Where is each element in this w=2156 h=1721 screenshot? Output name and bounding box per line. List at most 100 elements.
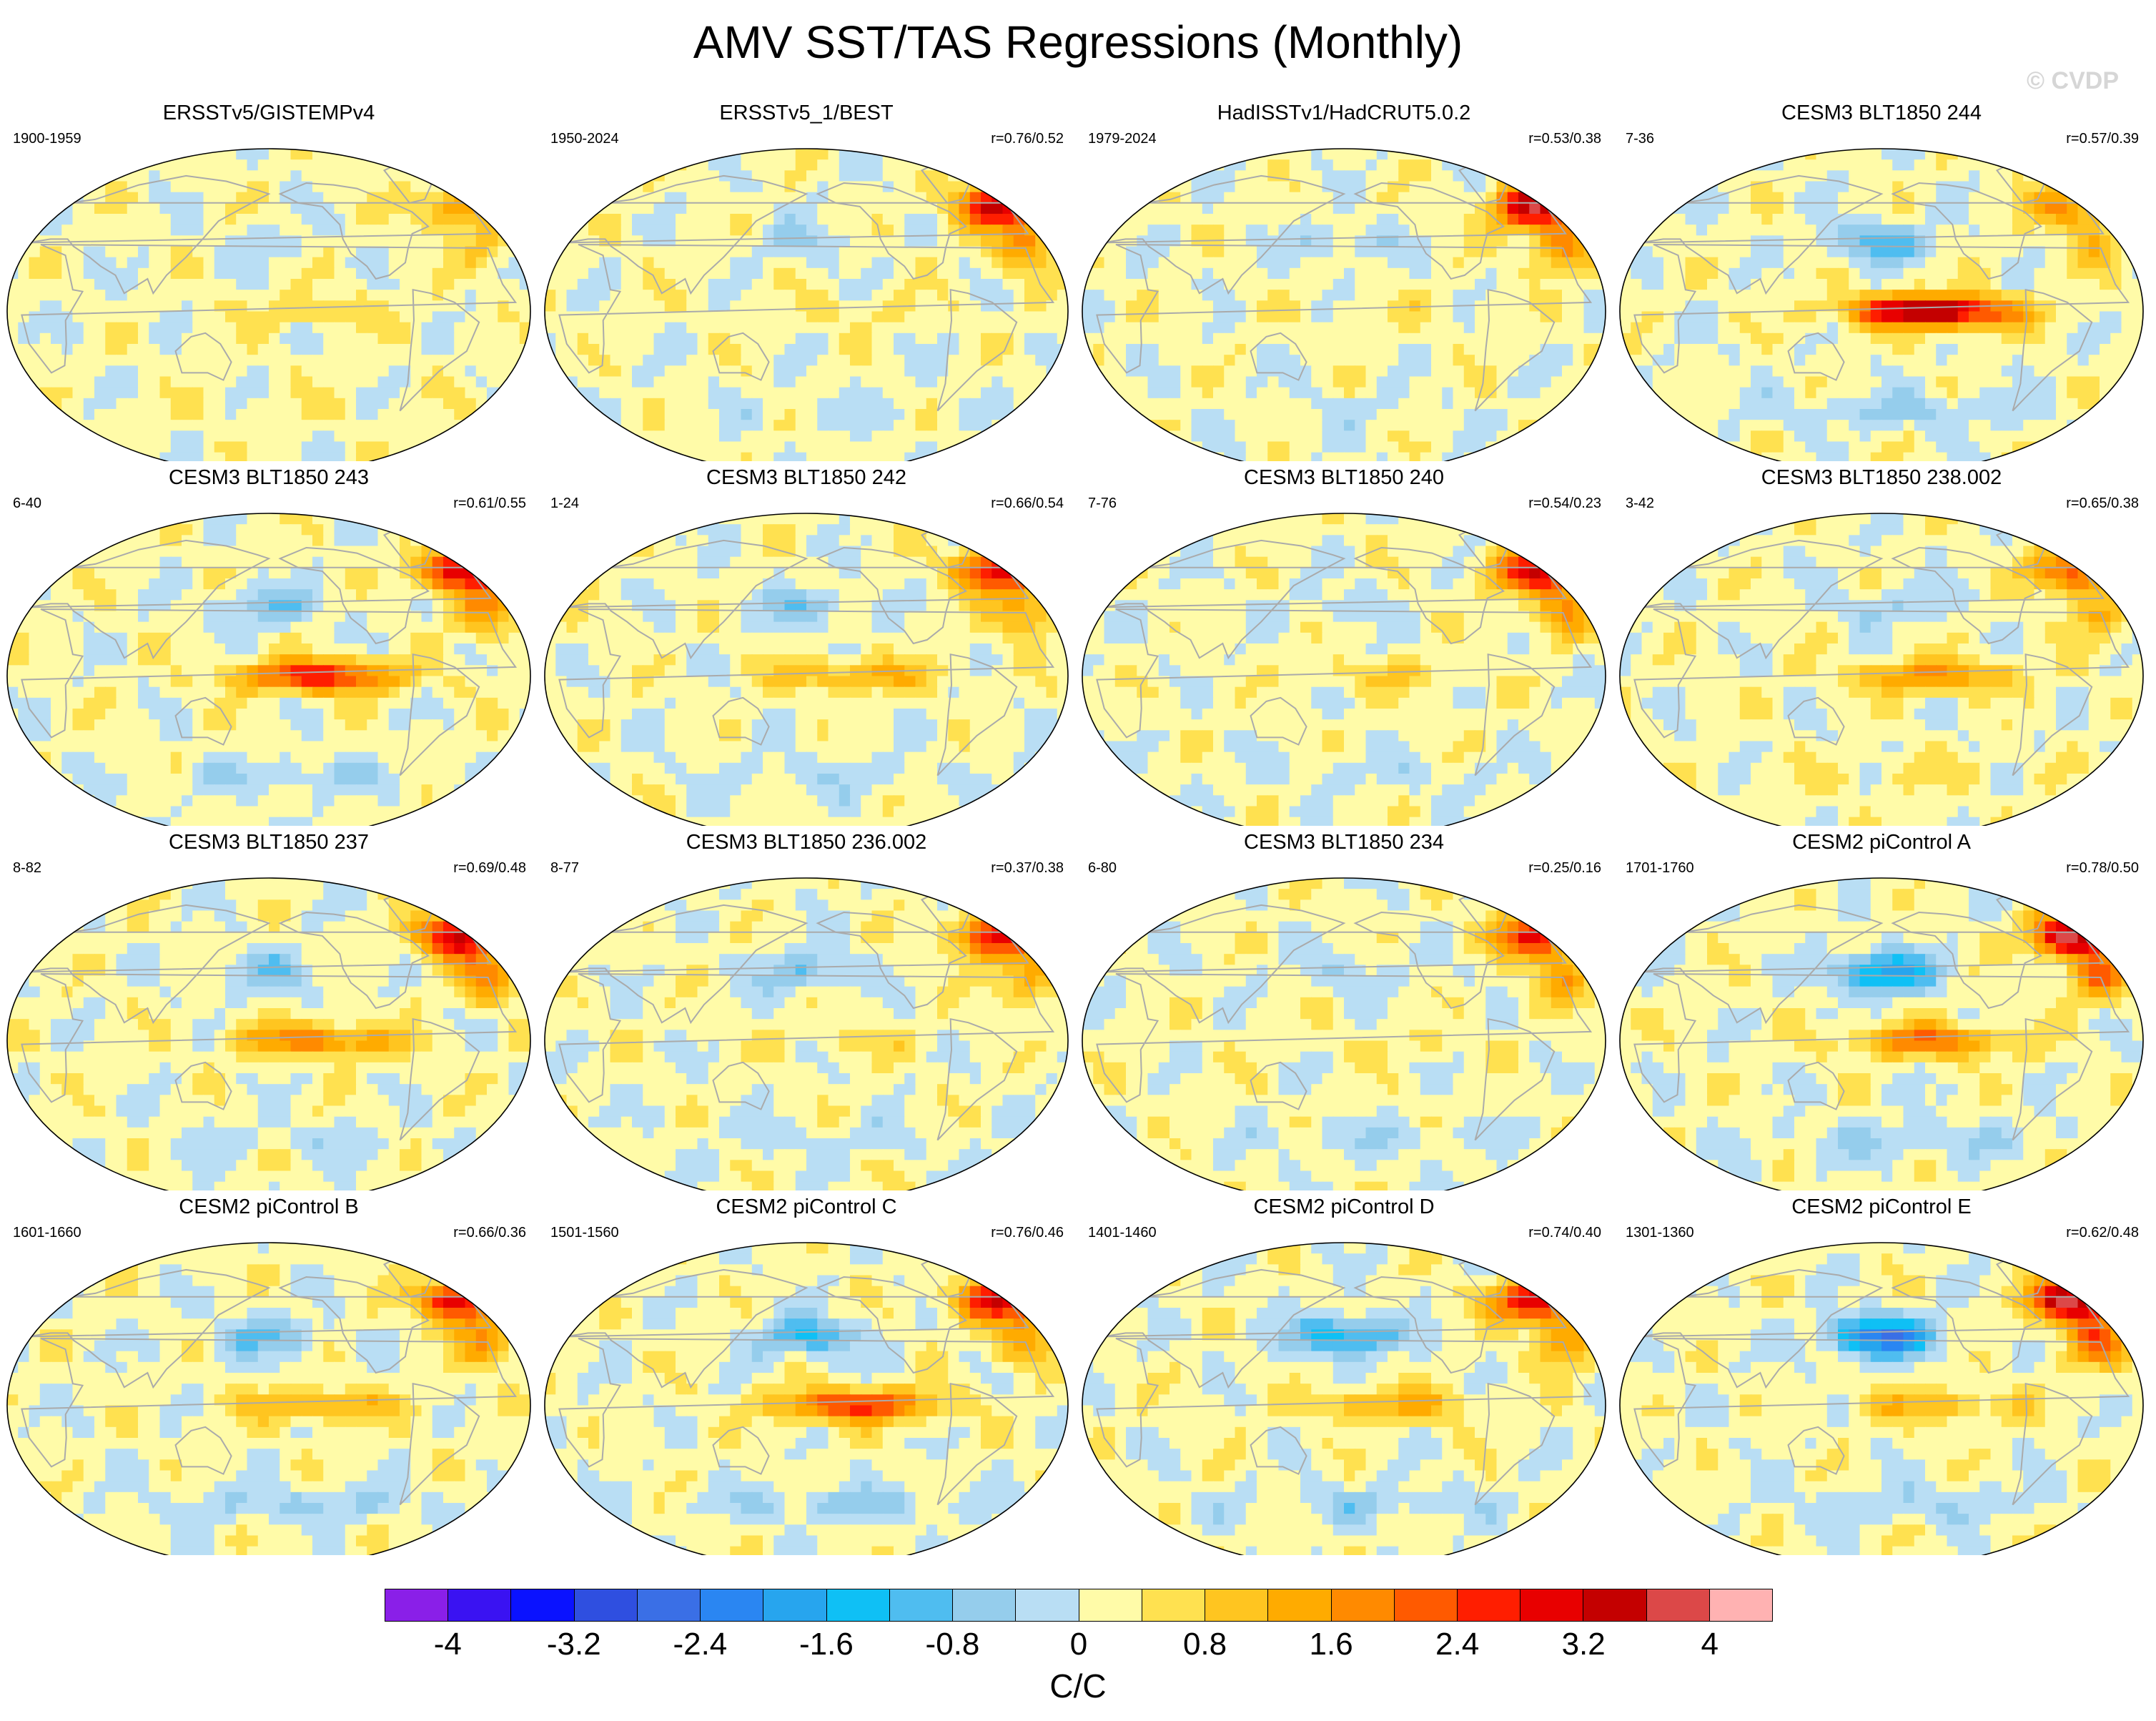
field-cell [29,452,41,461]
field-cell [1267,300,1280,312]
field-cell [686,257,698,269]
field-cell [1463,311,1475,323]
field-cell [1420,267,1432,280]
field-cell [170,420,182,432]
field-cell [719,246,731,258]
field-cell [1278,257,1290,269]
field-cell [269,300,281,312]
field-cell [2132,246,2143,258]
field-cell [1376,300,1388,312]
field-cell [1631,149,1643,160]
field-cell [443,344,455,355]
field-cell [236,322,248,334]
field-cell [2044,246,2057,258]
field-cell [1126,149,1138,160]
field-cell [1573,365,1585,378]
field-cell [1202,355,1214,367]
field-cell [555,257,568,269]
field-cell [1529,441,1541,453]
field-cell [1751,246,1763,258]
field-cell [1696,159,1708,172]
field-cell [2001,192,2013,204]
field-cell [487,311,499,323]
field-cell [1761,149,1774,160]
field-cell [138,365,150,378]
field-cell [599,149,611,160]
field-cell [345,149,357,160]
field-cell [828,235,840,247]
field-cell [377,246,390,258]
field-cell [1355,149,1367,160]
field-cell [138,344,150,355]
field-cell [2034,181,2046,193]
field-cell [1180,181,1192,193]
field-cell [312,355,325,367]
field-cell [377,235,390,247]
field-cell [1147,441,1159,453]
field-cell [1332,246,1345,258]
field-cell [555,398,568,410]
field-cell [555,181,568,193]
field-cell [850,420,862,432]
field-cell [2067,202,2079,214]
field-cell [356,344,368,355]
field-cell [948,332,960,345]
field-cell [1475,181,1487,193]
field-cell [1551,181,1563,193]
field-cell [1485,214,1498,225]
field-cell [992,387,1004,399]
field-cell [138,311,150,323]
field-cell [356,225,368,237]
field-cell [2077,214,2090,225]
field-cell [2044,225,2057,237]
field-cell [159,202,172,214]
field-cell [2012,181,2024,193]
field-cell [686,332,698,345]
field-cell [795,246,807,258]
field-cell [566,441,578,453]
field-cell [1289,452,1301,461]
field-cell [454,332,466,345]
field-cell [29,202,41,214]
field-cell [1344,365,1356,378]
field-cell [1838,279,1850,290]
field-cell [620,170,633,182]
field-cell [1507,409,1519,420]
field-cell [795,322,807,334]
field-cell [1969,192,1981,204]
field-cell [203,322,215,334]
field-cell [1344,398,1356,410]
field-cell [1289,430,1301,443]
field-cell [432,409,444,420]
field-cell [519,430,530,443]
field-cell [367,387,379,399]
field-cell [2088,257,2100,269]
field-cell [39,311,51,323]
field-cell [806,355,819,367]
field-cell [51,181,63,193]
field-cell [225,267,237,280]
field-cell [1300,376,1312,388]
field-cell [741,159,753,172]
field-cell [1849,192,1861,204]
field-cell [334,214,346,225]
field-cell [356,214,368,225]
field-cell [312,192,325,204]
field-cell [1805,202,1817,214]
field-cell [1463,398,1475,410]
field-cell [1838,170,1850,182]
field-cell [1453,257,1465,269]
field-cell [301,409,313,420]
field-cell [51,279,63,290]
field-cell [280,246,292,258]
field-cell [334,159,346,172]
field-cell [1344,311,1356,323]
field-cell [861,159,873,172]
field-cell [301,279,313,290]
field-cell [1641,149,1653,160]
field-cell [421,149,433,160]
field-cell [850,387,862,399]
field-cell [421,279,433,290]
field-cell [545,202,557,214]
field-cell [1158,409,1170,420]
